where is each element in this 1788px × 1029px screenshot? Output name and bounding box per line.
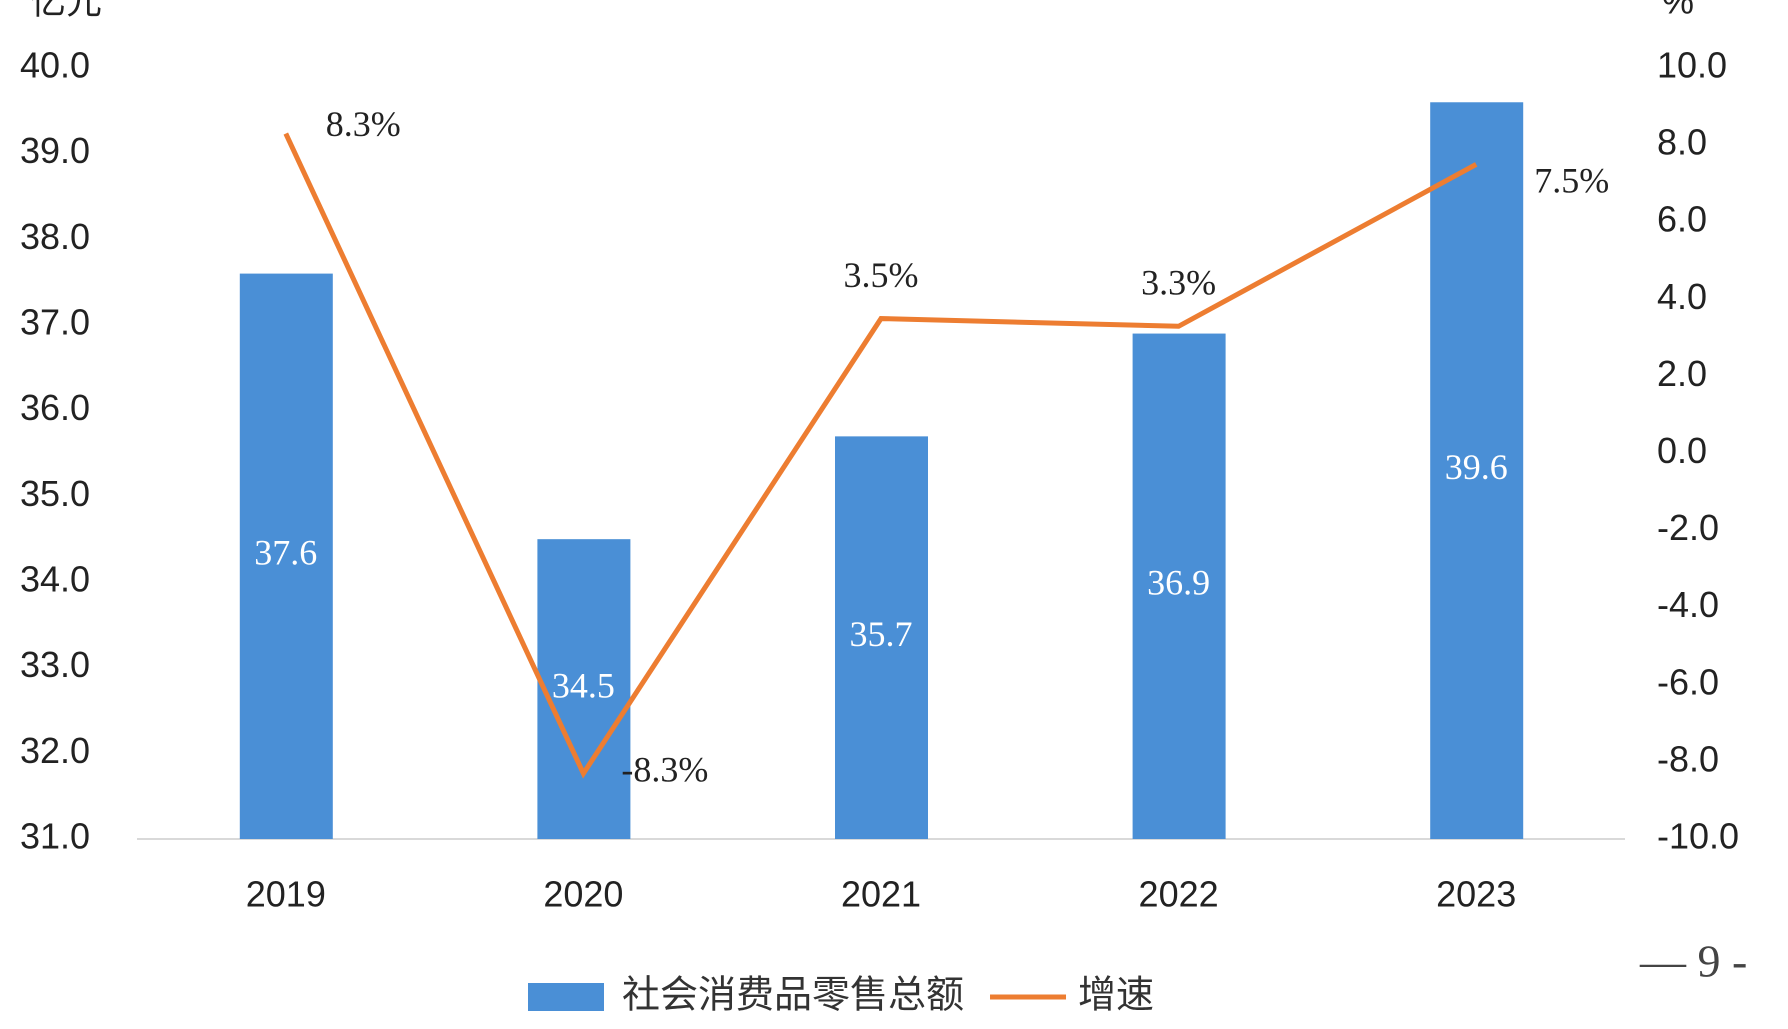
y2-tick-label: -6.0 <box>1657 661 1719 702</box>
page-number: — 9 - <box>1639 936 1747 987</box>
y-tick-label: 36.0 <box>20 387 90 428</box>
x-tick-label: 2020 <box>543 874 623 915</box>
y2-tick-label: 4.0 <box>1657 276 1707 317</box>
y-tick-label: 33.0 <box>20 644 90 685</box>
y-tick-label: 31.0 <box>20 816 90 857</box>
line <box>283 132 1478 779</box>
y-axis-label: 亿元 <box>30 0 102 22</box>
bar-value-label: 37.6 <box>254 533 317 573</box>
line-value-label: 8.3% <box>326 104 401 144</box>
bar-value-label: 34.5 <box>552 665 615 705</box>
bar <box>1132 333 1226 839</box>
bar-value-label: 39.6 <box>1445 447 1508 487</box>
y-tick-label: 34.0 <box>20 559 90 600</box>
x-tick-label: 2023 <box>1436 874 1516 915</box>
y2-tick-label: 2.0 <box>1657 353 1707 394</box>
y-tick-label: 32.0 <box>20 730 90 771</box>
y2-tick-label: 0.0 <box>1657 430 1707 471</box>
legend-label: 增速 <box>1078 973 1154 1017</box>
line-value-label: 7.5% <box>1534 161 1609 201</box>
y2-tick-label: -10.0 <box>1657 816 1739 857</box>
x-tick-label: 2022 <box>1139 874 1219 915</box>
y2-tick-label: -4.0 <box>1657 584 1719 625</box>
y2-tick-label: -8.0 <box>1657 738 1719 779</box>
bar <box>835 436 928 839</box>
bar <box>239 273 333 840</box>
line-value-label: 3.5% <box>844 255 919 295</box>
y2-axis-label: % <box>1662 0 1694 22</box>
y2-tick-label: 8.0 <box>1657 122 1707 163</box>
y2-tick-label: 10.0 <box>1657 45 1727 86</box>
legend-swatch <box>528 983 604 1011</box>
y-tick-label: 40.0 <box>20 45 90 86</box>
y2-tick-label: -2.0 <box>1657 507 1719 548</box>
y-tick-label: 38.0 <box>20 216 90 257</box>
bar <box>1430 102 1524 840</box>
x-tick-label: 2019 <box>246 874 326 915</box>
x-tick-label: 2021 <box>841 874 921 915</box>
y-tick-label: 35.0 <box>20 473 90 514</box>
bar-value-label: 36.9 <box>1147 563 1210 603</box>
legend-label: 社会消费品零售总额 <box>622 973 964 1017</box>
bar-value-label: 35.7 <box>850 614 913 654</box>
y2-tick-label: 6.0 <box>1657 199 1707 240</box>
bar <box>537 539 631 839</box>
y-tick-label: 39.0 <box>20 130 90 171</box>
y-tick-label: 37.0 <box>20 302 90 343</box>
line-value-label: -8.3% <box>621 750 708 790</box>
line-value-label: 3.3% <box>1141 263 1216 303</box>
